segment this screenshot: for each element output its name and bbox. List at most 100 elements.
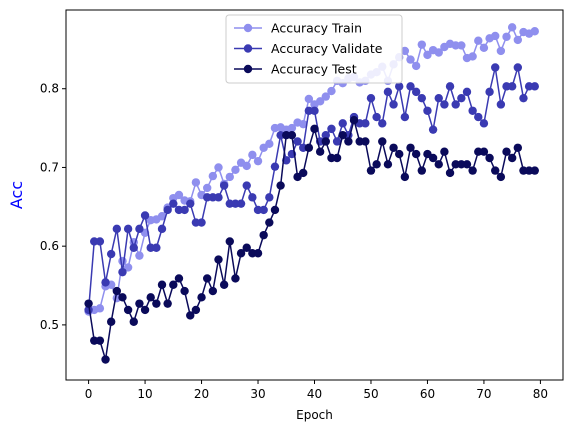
data-point	[253, 249, 263, 258]
data-point	[95, 336, 105, 345]
y-tick-label: 0.8	[40, 82, 59, 96]
data-point	[474, 36, 483, 45]
legend-label: Accuracy Validate	[271, 41, 383, 56]
data-point	[411, 87, 421, 97]
data-point	[186, 311, 195, 320]
data-point	[248, 150, 257, 160]
data-point	[106, 317, 116, 326]
data-point	[530, 27, 539, 36]
data-point	[219, 280, 229, 289]
data-point	[462, 160, 472, 169]
data-point	[530, 166, 539, 175]
data-point	[135, 299, 144, 308]
data-point	[231, 165, 240, 175]
data-point	[219, 181, 229, 190]
data-point	[479, 43, 489, 52]
data-point	[468, 52, 477, 61]
data-point	[502, 147, 511, 156]
data-point	[123, 224, 133, 234]
data-point	[417, 166, 427, 175]
data-point	[146, 293, 155, 302]
data-point	[123, 305, 133, 315]
data-point	[270, 162, 280, 171]
data-point	[197, 218, 206, 227]
data-point	[491, 31, 500, 41]
data-point	[265, 139, 274, 149]
data-point	[135, 251, 144, 260]
data-point	[214, 193, 223, 202]
data-point	[321, 130, 330, 140]
data-point	[513, 63, 523, 72]
ticks-layer: 0 10 20 30 40 50 60 70 80 0.5 0.6 0.7 0.8	[40, 82, 548, 401]
series-layer	[84, 23, 539, 364]
data-point	[191, 305, 201, 315]
data-point	[231, 274, 240, 283]
x-tick-label: 60	[420, 387, 435, 401]
data-point	[485, 153, 494, 163]
data-point	[112, 224, 122, 234]
data-point	[479, 147, 489, 156]
data-point	[265, 218, 274, 227]
data-point	[321, 137, 330, 146]
data-point	[152, 243, 161, 252]
data-point	[106, 249, 116, 259]
data-point	[242, 243, 251, 252]
data-point	[496, 46, 506, 56]
legend-label: Accuracy Train	[271, 21, 362, 36]
data-point	[186, 199, 195, 208]
data-point	[423, 50, 432, 60]
data-point	[451, 100, 460, 109]
data-point	[361, 137, 370, 146]
y-tick-label: 0.6	[40, 239, 59, 253]
data-point	[174, 190, 184, 200]
data-point	[361, 119, 370, 128]
data-point	[208, 286, 218, 296]
x-tick-label: 30	[250, 387, 265, 401]
y-tick-label: 0.7	[40, 160, 59, 174]
x-tick-label: 70	[476, 387, 491, 401]
data-point	[434, 93, 443, 103]
data-point	[157, 212, 167, 221]
data-point	[315, 97, 325, 106]
data-point	[445, 82, 455, 91]
data-point	[457, 93, 466, 103]
data-point	[95, 237, 105, 246]
data-point	[321, 92, 330, 101]
data-point	[440, 100, 449, 109]
data-point	[406, 143, 415, 152]
x-axis-label: Epoch	[296, 408, 333, 422]
data-point	[248, 193, 257, 202]
data-point	[95, 304, 105, 313]
data-point	[445, 168, 455, 178]
legend-box	[225, 14, 403, 84]
data-point	[406, 82, 415, 91]
data-point	[327, 124, 336, 134]
data-point	[299, 168, 308, 178]
legend: Accuracy Train Accuracy Validate Accuracy …	[225, 14, 403, 84]
series-accuracy-validate	[84, 63, 539, 315]
data-point	[163, 299, 172, 308]
data-point	[491, 166, 500, 175]
data-point	[202, 183, 212, 193]
data-point	[507, 82, 517, 91]
data-point	[485, 87, 494, 97]
data-point	[530, 82, 539, 91]
data-point	[378, 119, 387, 128]
data-point	[236, 199, 246, 208]
data-point	[140, 211, 150, 220]
data-point	[202, 274, 212, 283]
data-point	[400, 112, 410, 122]
data-point	[366, 93, 376, 103]
data-point	[135, 224, 144, 234]
data-point	[101, 355, 110, 364]
data-point	[372, 160, 381, 169]
data-point	[457, 41, 466, 50]
data-point	[169, 280, 178, 289]
data-point	[276, 181, 285, 190]
x-tick-label: 50	[363, 387, 378, 401]
data-point	[180, 205, 189, 215]
data-point	[118, 256, 127, 266]
data-point	[225, 172, 234, 182]
legend-marker	[243, 44, 253, 53]
data-point	[163, 205, 172, 215]
